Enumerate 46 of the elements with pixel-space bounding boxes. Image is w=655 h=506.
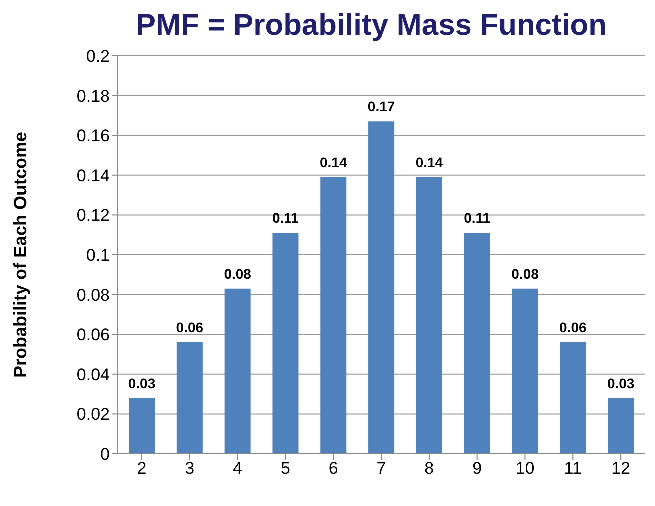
data-label: 0.06 [176,320,204,336]
y-tick-label: 0.2 [86,47,110,66]
data-label: 0.03 [607,375,635,392]
x-tick-label: 9 [472,459,482,478]
data-label: 0.14 [416,154,444,170]
x-tick-label: 12 [612,459,631,478]
x-tick-label: 4 [233,459,243,478]
y-tick-label: 0.12 [76,206,110,226]
data-label: 0.03 [128,375,156,392]
bar [464,233,490,454]
chart-title: PMF = Probability Mass Function [135,8,608,44]
bar [608,398,634,454]
y-tick-label: 0.18 [76,86,110,106]
data-label: 0.11 [272,210,300,226]
y-tick-label: 0.04 [76,365,110,384]
data-label: 0.08 [512,266,540,282]
y-tick-label: 0.06 [76,326,110,345]
y-tick-label: 0.08 [76,286,110,305]
y-axis-title: Probability of Each Outcome [10,132,30,378]
bar [512,288,538,454]
bar [224,288,251,454]
bar [560,342,586,454]
data-label: 0.08 [224,266,252,282]
x-tick-label: 7 [376,459,386,478]
bar [129,398,155,454]
y-tick-label: 0.02 [76,405,110,424]
data-label: 0.06 [560,320,588,336]
x-tick-label: 5 [280,459,290,478]
y-tick-label: 0.1 [86,246,110,266]
bar [272,233,299,454]
data-label: 0.14 [320,154,348,170]
bar [416,177,442,454]
data-label: 0.11 [464,210,491,226]
y-tick-label: 0.14 [76,166,110,186]
x-tick-label: 11 [564,459,582,478]
x-tick-label: 2 [137,459,147,478]
x-tick-label: 3 [185,459,195,478]
x-tick-label: 8 [424,459,434,478]
bar [176,342,203,454]
y-tick-label: 0.16 [76,126,110,146]
data-label: 0.17 [368,98,396,115]
x-tick-label: 6 [328,459,338,478]
bar [368,122,395,454]
x-tick-label: 10 [516,459,535,478]
y-tick-label: 0 [100,445,110,464]
bar [320,177,347,454]
